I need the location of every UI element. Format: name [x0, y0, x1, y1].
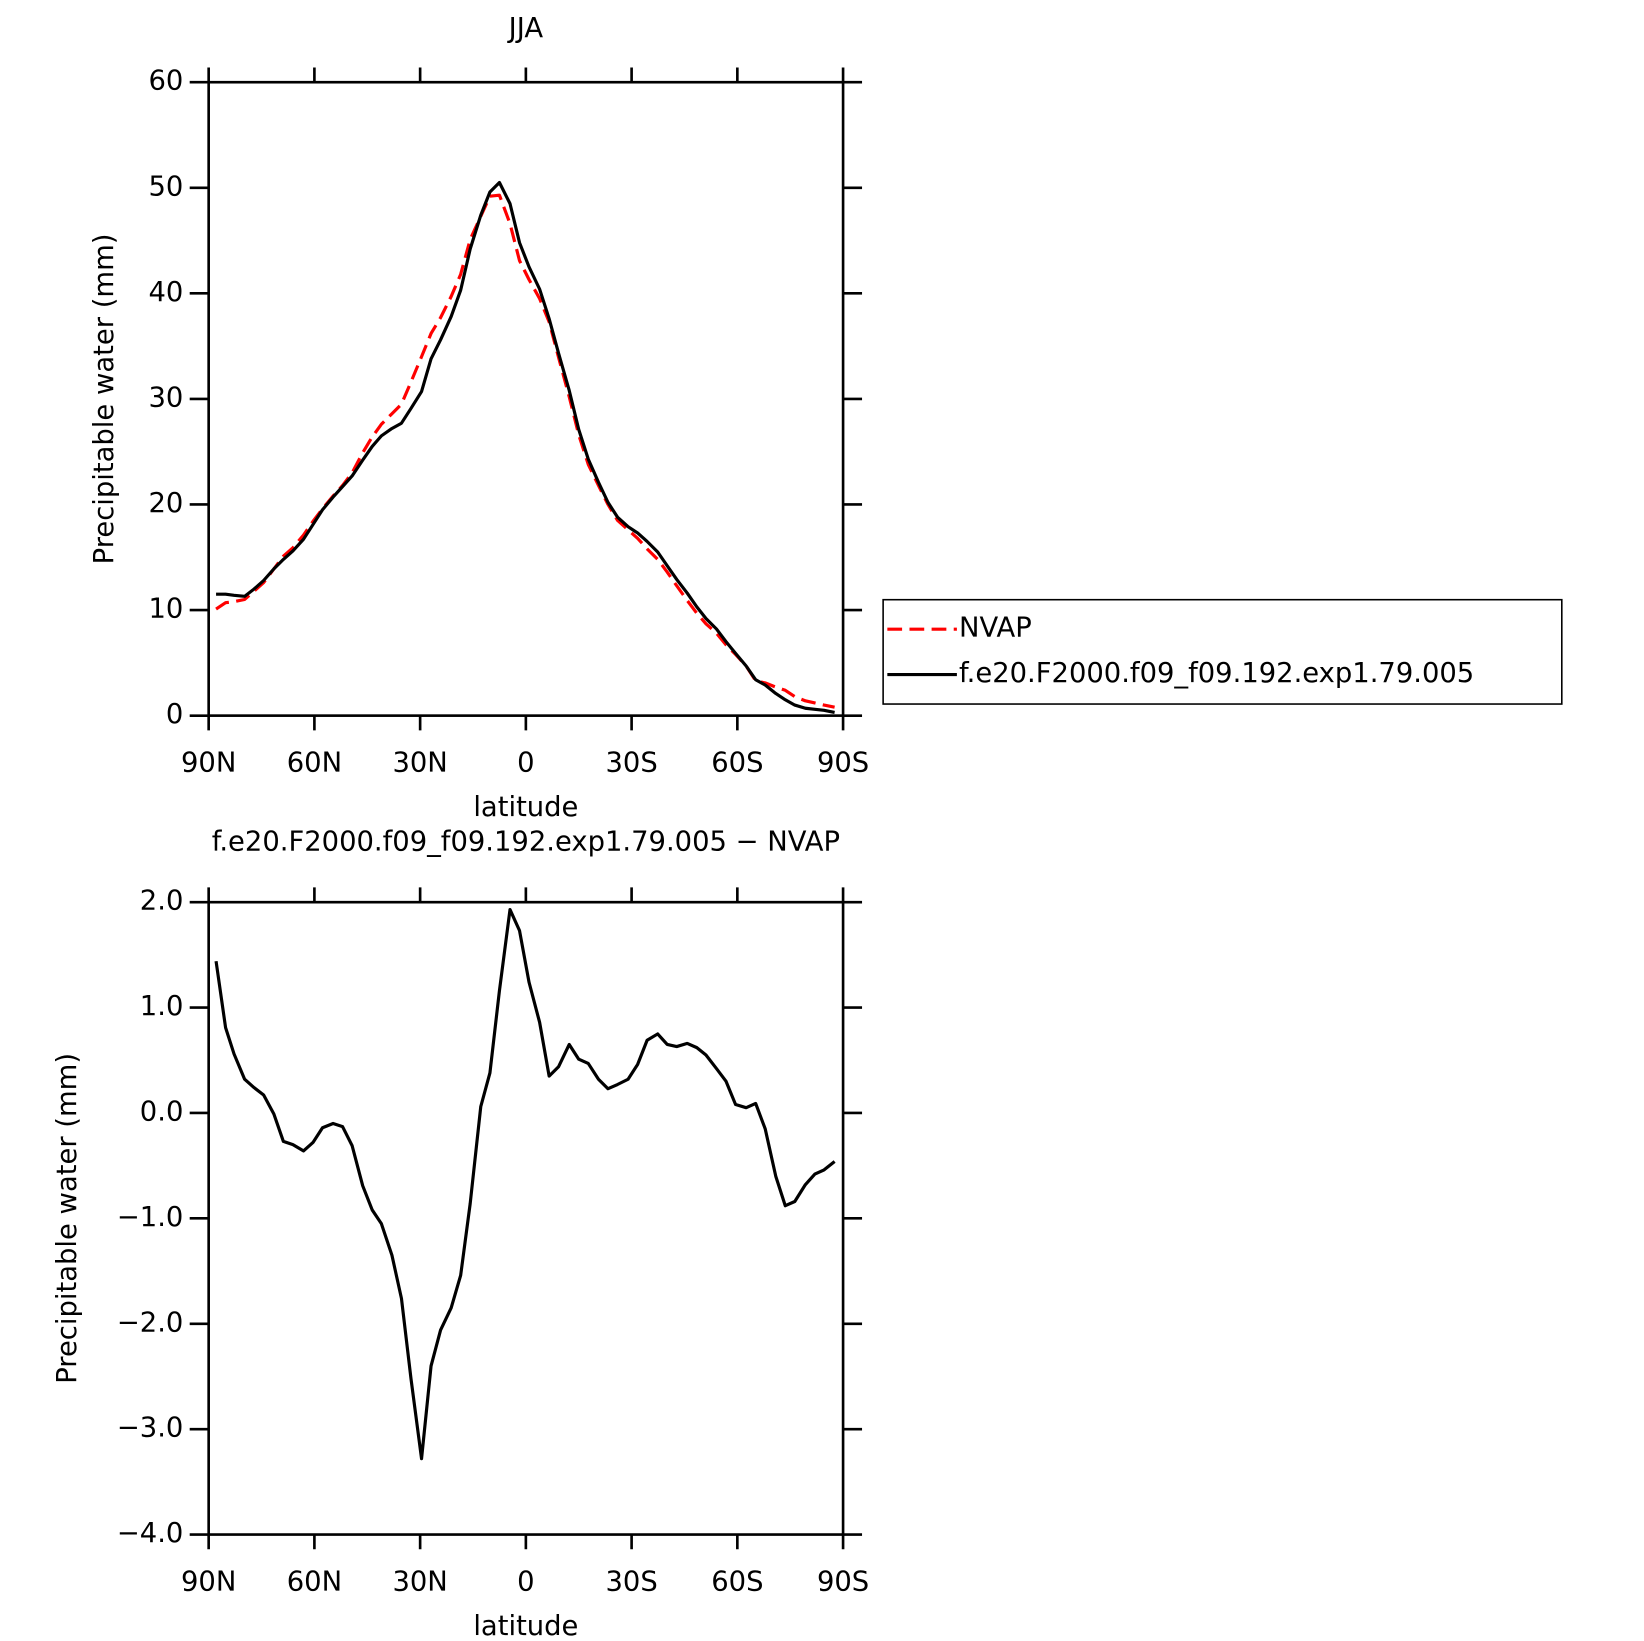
y-tick-label: 0.0: [140, 1096, 184, 1127]
x-tick-label: 0: [517, 1567, 534, 1598]
y-tick-label: 40: [149, 277, 184, 308]
y-tick-label: 50: [149, 171, 184, 202]
x-axis-label: latitude: [473, 792, 578, 823]
data-line: [216, 180, 835, 715]
x-tick-label: 60S: [711, 748, 763, 779]
x-tick-label: 60N: [287, 748, 342, 779]
y-tick-label: 60: [149, 66, 184, 97]
data-line: [214, 907, 836, 1461]
legend-box: [882, 598, 1563, 705]
chart-title: f.e20.F2000.f09_f09.192.exp1.79.005 − NV…: [212, 827, 840, 858]
legend-label: NVAP: [959, 613, 1032, 644]
x-tick-label: 90S: [817, 1567, 869, 1598]
x-tick-label: 30N: [392, 1567, 447, 1598]
y-tick-label: −1.0: [117, 1202, 184, 1233]
chart-title: JJA: [507, 13, 544, 44]
y-tick-label: 2.0: [140, 886, 184, 917]
x-tick-label: 30S: [605, 1567, 657, 1598]
x-tick-label: 90S: [817, 748, 869, 779]
y-tick-label: 1.0: [140, 991, 184, 1022]
y-tick-label: 30: [149, 382, 184, 413]
y-tick-label: −3.0: [117, 1413, 184, 1444]
x-tick-label: 90N: [181, 748, 236, 779]
y-tick-label: 0: [166, 699, 183, 730]
y-tick-label: −4.0: [117, 1518, 184, 1549]
y-axis-label: Precipitable water (mm): [89, 234, 120, 565]
x-tick-label: 30N: [392, 748, 447, 779]
x-tick-label: 90N: [181, 1567, 236, 1598]
plot-frame: [207, 900, 845, 1536]
x-tick-label: 60N: [287, 1567, 342, 1598]
legend-label: f.e20.F2000.f09_f09.192.exp1.79.005: [959, 658, 1474, 689]
y-tick-label: 10: [149, 594, 184, 625]
y-axis-label: Precipitable water (mm): [52, 1053, 83, 1384]
data-line: [215, 193, 835, 709]
plot-frame: [207, 80, 845, 717]
x-axis-label: latitude: [473, 1611, 578, 1641]
x-tick-label: 30S: [605, 748, 657, 779]
x-tick-label: 0: [517, 748, 534, 779]
y-tick-label: 20: [149, 488, 184, 519]
x-tick-label: 60S: [711, 1567, 763, 1598]
y-tick-label: −2.0: [117, 1307, 184, 1338]
